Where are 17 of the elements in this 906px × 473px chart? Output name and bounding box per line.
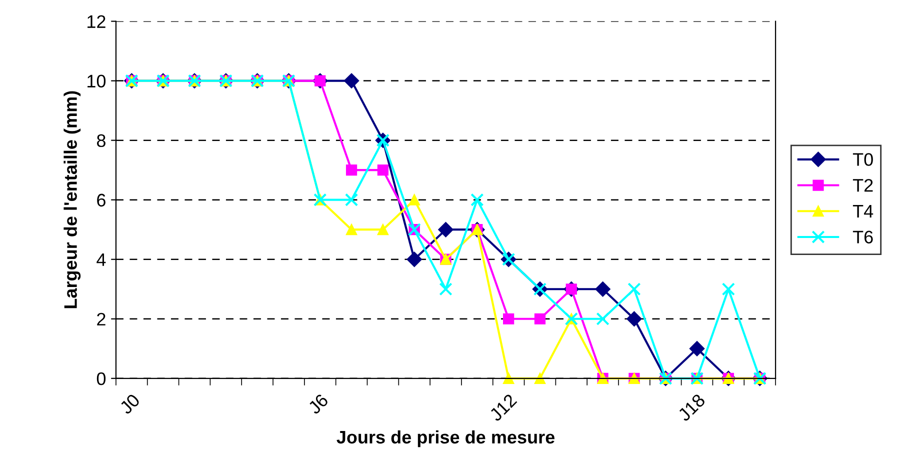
y-tick-label: 10 xyxy=(88,74,106,88)
y-tick-label: 8 xyxy=(96,134,106,148)
legend-label: T0 xyxy=(852,153,873,166)
y-tick-label: 0 xyxy=(96,372,106,386)
x-tick-label: J12 xyxy=(488,393,518,422)
y-tick-label: 12 xyxy=(88,15,106,28)
x-tick-label: J18 xyxy=(676,393,706,422)
y-tick-label: 6 xyxy=(97,194,106,207)
x-tick-label: J6 xyxy=(307,393,329,415)
y-axis-title: Largeur de l'entaille (mm) xyxy=(64,91,81,308)
legend-label: T6 xyxy=(852,230,873,244)
x-axis-title: Jours de prise de mesure xyxy=(336,430,555,448)
y-tick-label: 4 xyxy=(96,253,106,266)
x-tick-label: J0 xyxy=(118,393,141,415)
y-tick-label: 2 xyxy=(97,312,106,326)
legend-label: T2 xyxy=(852,178,873,192)
legend-label: T4 xyxy=(852,205,874,218)
